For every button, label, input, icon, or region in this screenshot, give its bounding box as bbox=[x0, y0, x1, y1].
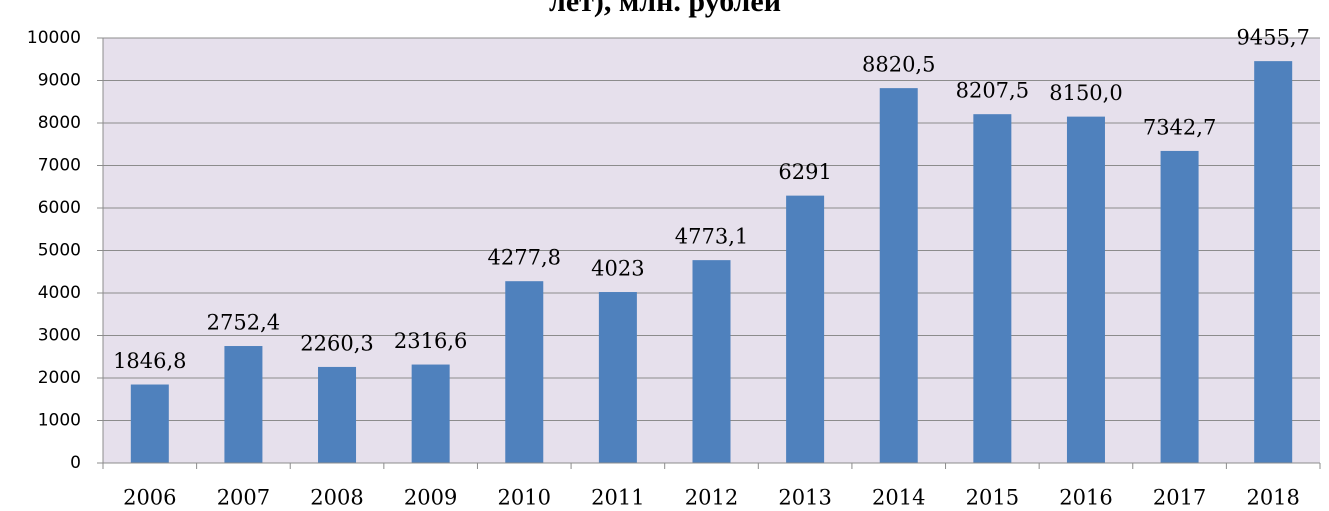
bar bbox=[973, 114, 1012, 464]
bar bbox=[692, 260, 731, 463]
bar bbox=[411, 364, 450, 463]
x-tick-label: 2007 bbox=[217, 486, 270, 510]
data-label: 8207,5 bbox=[956, 79, 1029, 103]
x-tick-label: 2011 bbox=[591, 486, 644, 510]
bar bbox=[130, 384, 169, 463]
y-tick-label: 7000 bbox=[38, 156, 81, 176]
bar bbox=[1160, 150, 1199, 464]
data-label: 9455,7 bbox=[1236, 26, 1309, 50]
y-tick-label: 4000 bbox=[38, 283, 81, 303]
y-tick-label: 1000 bbox=[38, 411, 81, 431]
data-label: 2316,6 bbox=[394, 329, 467, 353]
data-label: 4023 bbox=[591, 257, 644, 281]
data-label: 2752,4 bbox=[207, 311, 280, 335]
x-tick-label: 2010 bbox=[498, 486, 551, 510]
y-tick-label: 0 bbox=[70, 453, 81, 473]
y-tick-label: 2000 bbox=[38, 368, 81, 388]
bar bbox=[1066, 116, 1105, 463]
bar bbox=[318, 366, 357, 463]
x-tick-label: 2017 bbox=[1153, 486, 1206, 510]
data-label: 4773,1 bbox=[675, 225, 748, 249]
bar bbox=[1254, 61, 1293, 463]
data-label: 1846,8 bbox=[113, 349, 186, 373]
x-tick-label: 2014 bbox=[872, 486, 925, 510]
bar bbox=[786, 195, 825, 463]
data-label: 8150,0 bbox=[1049, 81, 1122, 105]
y-tick-label: 8000 bbox=[38, 113, 81, 133]
x-tick-label: 2008 bbox=[310, 486, 363, 510]
x-tick-label: 2012 bbox=[685, 486, 738, 510]
data-label: 8820,5 bbox=[862, 53, 935, 77]
y-tick-label: 3000 bbox=[38, 326, 81, 346]
bar bbox=[505, 281, 544, 463]
data-label: 6291 bbox=[778, 160, 831, 184]
chart-title: лет), млн. рублей bbox=[549, 0, 781, 18]
bar bbox=[598, 292, 637, 463]
x-tick-label: 2015 bbox=[966, 486, 1019, 510]
x-tick-label: 2018 bbox=[1246, 486, 1299, 510]
y-tick-label: 6000 bbox=[38, 198, 81, 218]
x-tick-label: 2016 bbox=[1059, 486, 1112, 510]
y-tick-label: 10000 bbox=[27, 28, 81, 48]
y-tick-label: 9000 bbox=[38, 71, 81, 91]
x-tick-label: 2009 bbox=[404, 486, 457, 510]
bar bbox=[879, 88, 918, 463]
data-label: 4277,8 bbox=[488, 246, 561, 270]
data-label: 2260,3 bbox=[300, 331, 373, 355]
bar bbox=[224, 346, 263, 463]
y-tick-label: 5000 bbox=[38, 241, 81, 261]
x-tick-label: 2006 bbox=[123, 486, 176, 510]
x-tick-label: 2013 bbox=[778, 486, 831, 510]
data-label: 7342,7 bbox=[1143, 115, 1216, 139]
